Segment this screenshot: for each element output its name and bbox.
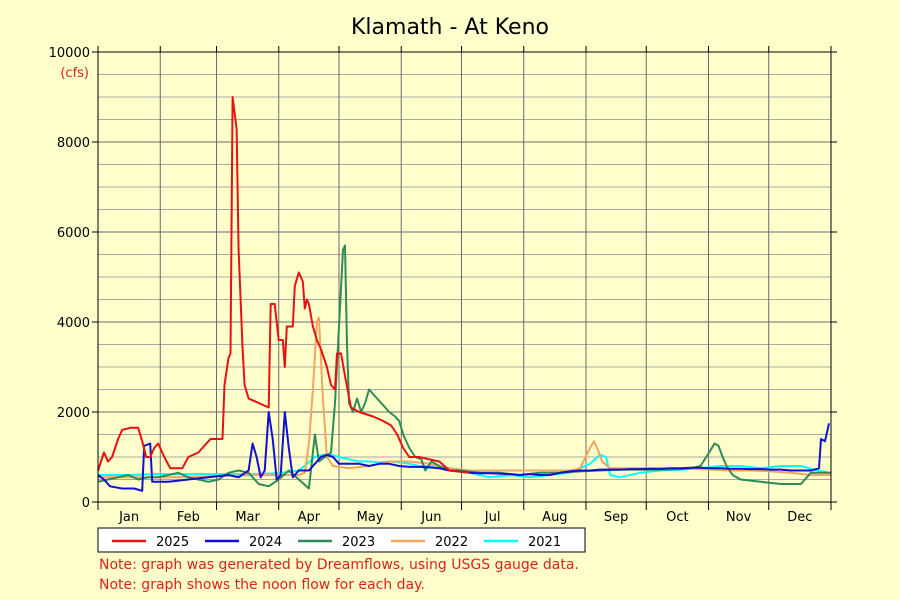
legend: 2025 2024 2023 2022 2021 (97, 527, 586, 553)
y-tick-label: 8000 (57, 136, 90, 151)
series-line-2024 (97, 411, 830, 492)
legend-label-2021: 2021 (528, 535, 561, 550)
x-tick-label: Sep (604, 510, 629, 525)
y-tick-label: 6000 (57, 226, 90, 241)
x-tick-label: Apr (298, 510, 321, 525)
x-tick-label: Feb (177, 510, 200, 525)
x-tick-label: Jul (484, 510, 501, 525)
series-group (97, 96, 832, 492)
legend-label-2025: 2025 (156, 535, 189, 550)
x-tick-label: Dec (787, 510, 812, 525)
x-tick-label: May (357, 510, 384, 525)
legend-label-2023: 2023 (342, 535, 375, 550)
series-line-2025 (97, 96, 470, 474)
chart-title: Klamath - At Keno (351, 15, 549, 40)
x-tick-label: Jan (118, 510, 139, 525)
x-tick-label: Oct (666, 510, 688, 525)
x-tick-label: Aug (542, 510, 567, 525)
note-noon-flow: Note: graph shows the noon flow for each… (99, 577, 425, 593)
y-tick-label: 2000 (57, 406, 90, 421)
legend-label-2024: 2024 (249, 535, 282, 550)
x-tick-label: Jun (420, 510, 441, 525)
y-axis: 0 2000 4000 6000 8000 10000 (49, 46, 837, 511)
note-source: Note: graph was generated by Dreamflows,… (99, 557, 579, 573)
x-axis: Jan Feb Mar Apr May Jun Jul Aug Sep Oct Nov Dec (97, 46, 832, 525)
y-tick-label: 0 (82, 496, 90, 511)
x-tick-label: Mar (235, 510, 260, 525)
plot-frame (97, 51, 832, 503)
y-axis-unit-label: (cfs) (60, 66, 89, 81)
x-tick-label: Nov (726, 510, 752, 525)
y-tick-label: 10000 (49, 46, 90, 61)
legend-label-2022: 2022 (435, 535, 468, 550)
y-tick-label: 4000 (57, 316, 90, 331)
grid-lines (98, 52, 831, 502)
